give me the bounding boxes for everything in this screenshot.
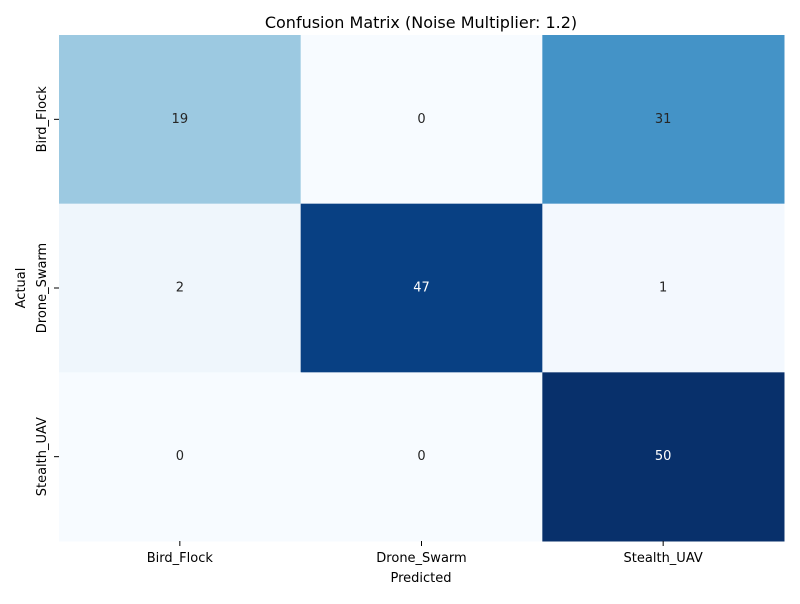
heatmap-cell — [542, 372, 785, 542]
cell-value-label: 0 — [417, 112, 425, 127]
x-tick-label: Bird_Flock — [147, 551, 214, 566]
x-tick-label: Drone_Swarm — [376, 551, 466, 566]
y-axis-ticks: Bird_Flock Drone_Swarm Stealth_UAV — [35, 86, 59, 496]
y-tick-label: Bird_Flock — [35, 86, 50, 153]
cell-annotations: 19 0 31 2 47 1 0 0 50 — [172, 112, 672, 464]
heatmap-cell — [59, 203, 302, 373]
cell-value-label: 50 — [655, 449, 672, 464]
heatmap-cell — [300, 372, 543, 542]
heatmap-cells — [59, 35, 785, 542]
y-axis-label: Actual — [14, 268, 29, 309]
cell-value-label: 47 — [413, 281, 430, 296]
cell-value-label: 31 — [655, 112, 672, 127]
heatmap-cell — [300, 203, 543, 373]
cell-value-label: 0 — [417, 449, 425, 464]
y-tick-label: Stealth_UAV — [35, 417, 50, 496]
heatmap-cell — [59, 372, 302, 542]
cell-value-label: 2 — [176, 281, 184, 296]
cell-value-label: 0 — [176, 449, 184, 464]
chart-title: Confusion Matrix (Noise Multiplier: 1.2) — [265, 13, 577, 32]
y-tick-label: Drone_Swarm — [35, 243, 50, 333]
x-tick-label: Stealth_UAV — [624, 551, 703, 566]
x-axis-ticks: Bird_Flock Drone_Swarm Stealth_UAV — [147, 541, 703, 566]
cell-value-label: 1 — [659, 281, 667, 296]
x-axis-label: Predicted — [390, 571, 451, 586]
heatmap-cell — [59, 35, 302, 205]
heatmap-cell — [300, 35, 543, 205]
cell-value-label: 19 — [172, 112, 189, 127]
heatmap-cell — [542, 203, 785, 373]
heatmap-cell — [542, 35, 785, 205]
